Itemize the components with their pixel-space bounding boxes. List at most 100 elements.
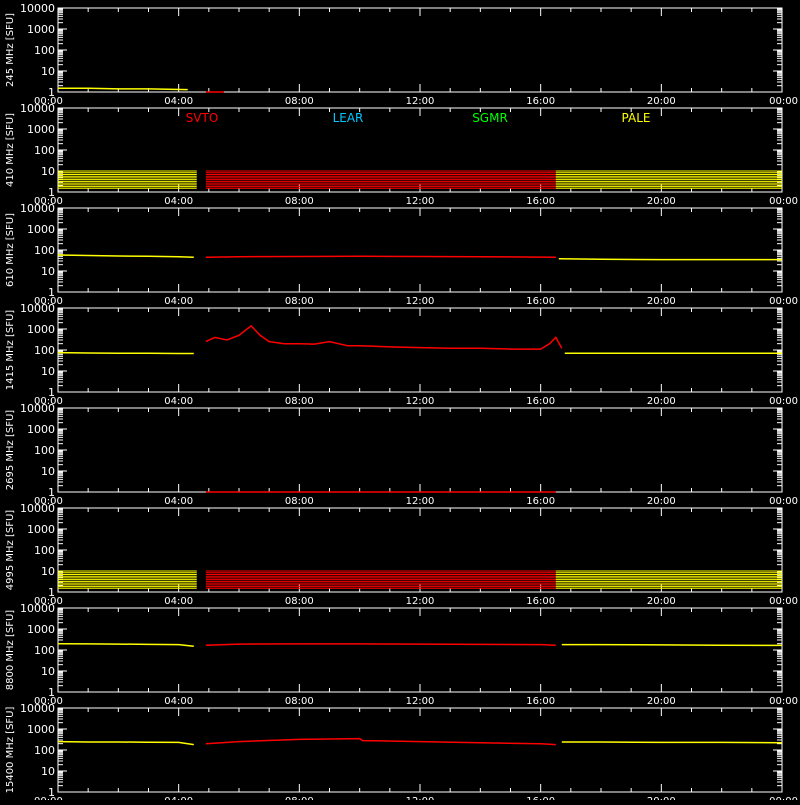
y-axis-label: 1415 MHz [SFU] <box>5 310 16 391</box>
x-tick-label: 08:00 <box>285 496 314 507</box>
panel-0: 1 10 100 1000 10000 00:00 04:00 08:00 12:00 16:00… <box>5 2 798 107</box>
x-tick-label: 12:00 <box>406 296 435 307</box>
y-tick-label: 10000 <box>20 402 55 415</box>
x-tick-label: 12:00 <box>406 496 435 507</box>
x-tick-label: 08:00 <box>285 196 314 207</box>
panel-1: 1 10 100 1000 10000 00:00 04:00 08:00 12:00 16:00… <box>5 102 798 207</box>
y-tick-label: 100 <box>34 44 55 57</box>
x-tick-label: 08:00 <box>285 96 314 107</box>
y-tick-label: 10000 <box>20 702 55 715</box>
x-tick-label: 04:00 <box>164 496 193 507</box>
x-tick-label: 00:00 <box>769 96 798 107</box>
x-tick-label: 04:00 <box>164 96 193 107</box>
x-tick-label: 08:00 <box>285 796 314 800</box>
series-pale <box>57 740 194 746</box>
y-tick-label: 10 <box>41 65 55 78</box>
y-tick-label: 1 <box>48 486 55 499</box>
x-tick-label: 20:00 <box>647 596 676 607</box>
y-tick-label: 100 <box>34 544 55 557</box>
y-tick-label: 10 <box>41 365 55 378</box>
x-tick-label: 20:00 <box>647 96 676 107</box>
plot-frame <box>57 7 783 93</box>
y-tick-label: 10 <box>41 665 55 678</box>
y-tick-label: 100 <box>34 344 55 357</box>
x-tick-label: 12:00 <box>406 596 435 607</box>
x-tick-label: 04:00 <box>164 596 193 607</box>
x-tick-label: 00:00 <box>34 696 63 707</box>
panel-5: 1 10 100 1000 10000 00:00 04:00 08:00 12:00 16:00… <box>5 502 798 607</box>
x-tick-label: 16:00 <box>526 796 555 800</box>
y-tick-label: 1 <box>48 386 55 399</box>
plot-frame <box>57 407 783 493</box>
x-tick-label: 04:00 <box>164 196 193 207</box>
x-tick-label: 12:00 <box>406 196 435 207</box>
x-tick-label: 16:00 <box>526 296 555 307</box>
y-tick-label: 10000 <box>20 102 55 115</box>
y-tick-label: 1000 <box>27 323 55 336</box>
x-tick-label: 16:00 <box>526 196 555 207</box>
series-pale <box>57 254 194 259</box>
x-tick-label: 12:00 <box>406 396 435 407</box>
y-axis-label: 610 MHz [SFU] <box>5 213 16 287</box>
y-tick-label: 1000 <box>27 123 55 136</box>
panel-4: 1 10 100 1000 10000 00:00 04:00 08:00 12:00 16:00… <box>5 402 798 507</box>
y-tick-label: 1 <box>48 686 55 699</box>
y-tick-label: 100 <box>34 144 55 157</box>
y-tick-label: 1000 <box>27 223 55 236</box>
y-tick-label: 1000 <box>27 423 55 436</box>
y-axis-label: 4995 MHz [SFU] <box>5 510 16 591</box>
y-tick-label: 10000 <box>20 202 55 215</box>
plot-frame <box>57 607 783 693</box>
x-tick-label: 00:00 <box>34 796 63 800</box>
panel-2: 1 10 100 1000 10000 00:00 04:00 08:00 12:00 16:00… <box>5 202 798 307</box>
x-tick-label: 16:00 <box>526 396 555 407</box>
series-pale <box>561 643 783 647</box>
y-tick-label: 1 <box>48 186 55 199</box>
x-tick-label: 00:00 <box>34 396 63 407</box>
x-tick-label: 12:00 <box>406 96 435 107</box>
series-svto <box>205 324 563 350</box>
x-tick-label: 08:00 <box>285 296 314 307</box>
x-tick-label: 20:00 <box>647 396 676 407</box>
x-tick-label: 00:00 <box>34 296 63 307</box>
y-tick-label: 100 <box>34 444 55 457</box>
x-tick-label: 04:00 <box>164 796 193 800</box>
y-tick-label: 100 <box>34 744 55 757</box>
series-pale <box>58 87 188 91</box>
panel-7: 1 10 100 1000 10000 00:00 04:00 08:00 12:00 16:00… <box>5 702 798 805</box>
x-tick-label: 04:00 <box>164 696 193 707</box>
x-tick-label: 00:00 <box>34 96 63 107</box>
x-tick-label: 20:00 <box>647 496 676 507</box>
x-tick-label: 20:00 <box>647 796 676 800</box>
y-axis-label: 2695 MHz [SFU] <box>5 410 16 491</box>
x-tick-label: 16:00 <box>526 96 555 107</box>
x-tick-label: 00:00 <box>769 596 798 607</box>
x-tick-label: 12:00 <box>406 796 435 800</box>
x-tick-label: 20:00 <box>647 696 676 707</box>
x-tick-label: 04:00 <box>164 396 193 407</box>
x-tick-label: 12:00 <box>406 696 435 707</box>
y-tick-label: 1 <box>48 286 55 299</box>
y-axis-label: 8800 MHz [SFU] <box>5 610 16 691</box>
y-tick-label: 10 <box>41 765 55 778</box>
y-tick-label: 10000 <box>20 302 55 315</box>
series-pale <box>558 258 782 261</box>
y-axis-label: 15400 MHz [SFU] <box>5 707 16 794</box>
x-tick-label: 00:00 <box>769 396 798 407</box>
y-axis-label: 410 MHz [SFU] <box>5 113 16 187</box>
x-tick-label: 00:00 <box>34 196 63 207</box>
y-tick-label: 1000 <box>27 23 55 36</box>
x-tick-label: 04:00 <box>164 296 193 307</box>
y-tick-label: 100 <box>34 644 55 657</box>
legend-lear: LEAR <box>333 111 364 125</box>
plot-frame <box>57 707 783 793</box>
y-tick-label: 100 <box>34 244 55 257</box>
series-pale <box>57 351 194 355</box>
series-svto <box>205 737 556 746</box>
legend-sgmr: SGMR <box>472 111 508 125</box>
panel-6: 1 10 100 1000 10000 00:00 04:00 08:00 12:00 16:00… <box>5 602 798 707</box>
x-tick-label: 20:00 <box>647 196 676 207</box>
y-tick-label: 1000 <box>27 623 55 636</box>
y-axis-label: 245 MHz [SFU] <box>5 13 16 87</box>
x-tick-label: 16:00 <box>526 596 555 607</box>
